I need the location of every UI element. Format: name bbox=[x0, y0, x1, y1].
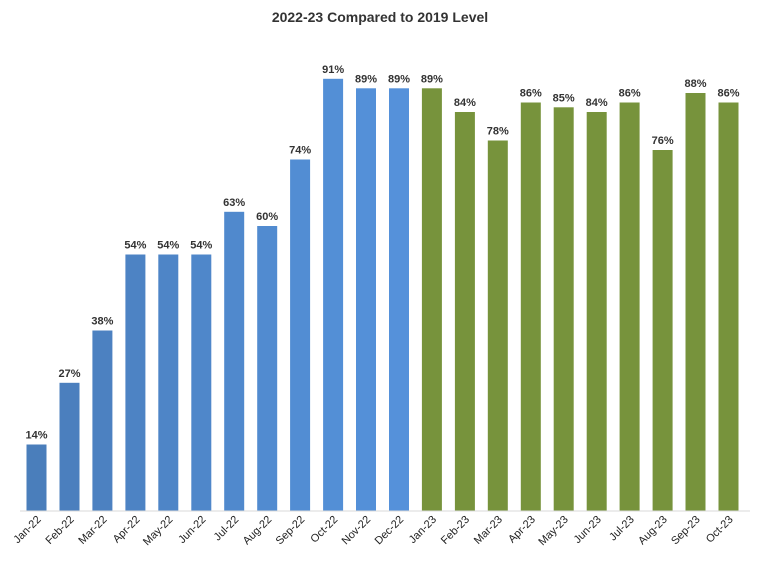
data-label-sep-23: 88% bbox=[684, 78, 706, 90]
bar-apr-23 bbox=[520, 102, 541, 511]
x-tick-label-sep-23: Sep-23 bbox=[669, 514, 703, 548]
data-label-jan-23: 89% bbox=[421, 73, 443, 85]
bar-nov-22 bbox=[356, 88, 376, 512]
bar-feb-23 bbox=[454, 112, 475, 511]
bar-may-22 bbox=[158, 254, 179, 511]
data-label-jul-23: 86% bbox=[619, 88, 641, 100]
x-tick-label-sep-22: Sep-22 bbox=[274, 514, 308, 548]
data-label-jun-23: 84% bbox=[586, 97, 608, 109]
x-tick-label-feb-23: Feb-23 bbox=[439, 514, 472, 547]
data-label-jan-22: 14% bbox=[25, 430, 47, 442]
data-labels-layer: 14% 27% 38% 54% 54% 54% 63% 60% 74% 91% 89% 89% 89% 8… bbox=[25, 64, 739, 442]
x-tick-label-may-23: May-23 bbox=[536, 514, 570, 548]
data-label-nov-22: 89% bbox=[355, 73, 377, 85]
bar-jan-22 bbox=[26, 444, 47, 511]
x-tick-label-mar-23: Mar-23 bbox=[472, 514, 505, 547]
bar-oct-23 bbox=[718, 102, 739, 511]
x-tick-label-aug-22: Aug-22 bbox=[241, 514, 275, 548]
x-tick-label-apr-23: Apr-23 bbox=[506, 514, 538, 546]
chart-title: 2022-23 Compared to 2019 Level bbox=[272, 9, 488, 25]
x-tick-label-jan-22: Jan-22 bbox=[11, 514, 43, 546]
bar-jun-22 bbox=[191, 254, 212, 511]
x-tick-label-aug-23: Aug-23 bbox=[636, 514, 670, 548]
bar-mar-22 bbox=[92, 330, 113, 511]
data-label-jun-22: 54% bbox=[190, 240, 212, 252]
bar-sep-23 bbox=[685, 93, 706, 511]
data-label-mar-22: 38% bbox=[91, 316, 113, 328]
x-tick-label-nov-22: Nov-22 bbox=[340, 514, 374, 548]
bar-aug-23 bbox=[652, 150, 673, 511]
data-label-oct-22: 91% bbox=[322, 64, 344, 76]
x-tick-label-oct-23: Oct-23 bbox=[704, 514, 736, 546]
bar-jan-23 bbox=[421, 88, 442, 512]
x-tick-label-jan-23: Jan-23 bbox=[407, 514, 439, 546]
x-tick-label-dec-22: Dec-22 bbox=[373, 514, 407, 548]
bar-feb-22 bbox=[59, 382, 80, 512]
data-label-feb-23: 84% bbox=[454, 97, 476, 109]
x-tick-label-apr-22: Apr-22 bbox=[111, 514, 143, 546]
bar-jun-23 bbox=[586, 112, 607, 511]
x-tick-label-feb-22: Feb-22 bbox=[44, 514, 77, 547]
bar-jul-23 bbox=[619, 102, 640, 511]
data-label-aug-22: 60% bbox=[256, 211, 278, 223]
data-label-aug-23: 76% bbox=[652, 135, 674, 147]
data-label-oct-23: 86% bbox=[717, 88, 739, 100]
data-label-feb-22: 27% bbox=[58, 368, 80, 380]
x-tick-label-jul-22: Jul-22 bbox=[212, 514, 242, 544]
x-tick-label-may-22: May-22 bbox=[141, 514, 175, 548]
data-label-may-22: 54% bbox=[157, 240, 179, 252]
x-tick-label-jun-23: Jun-23 bbox=[572, 514, 604, 546]
data-label-mar-23: 78% bbox=[487, 126, 509, 138]
x-tick-label-mar-22: Mar-22 bbox=[76, 514, 109, 547]
data-label-sep-22: 74% bbox=[289, 145, 311, 157]
data-label-apr-23: 86% bbox=[520, 88, 542, 100]
bar-may-23 bbox=[553, 107, 574, 512]
data-label-may-23: 85% bbox=[553, 92, 575, 104]
x-tick-label-oct-22: Oct-22 bbox=[308, 514, 340, 546]
data-label-dec-22: 89% bbox=[388, 73, 410, 85]
bar-sep-22 bbox=[290, 159, 311, 511]
bar-jul-22 bbox=[224, 211, 245, 512]
bar-aug-22 bbox=[257, 226, 278, 511]
bar-dec-22 bbox=[389, 88, 409, 512]
bar-mar-23 bbox=[487, 140, 508, 511]
data-label-jul-22: 63% bbox=[223, 197, 245, 209]
x-tick-label-jul-23: Jul-23 bbox=[607, 514, 637, 544]
x-tick-label-jun-22: Jun-22 bbox=[176, 514, 208, 546]
bar-apr-22 bbox=[125, 254, 146, 511]
bar-oct-22 bbox=[323, 78, 344, 512]
bars-layer bbox=[26, 78, 739, 512]
data-label-apr-22: 54% bbox=[124, 240, 146, 252]
